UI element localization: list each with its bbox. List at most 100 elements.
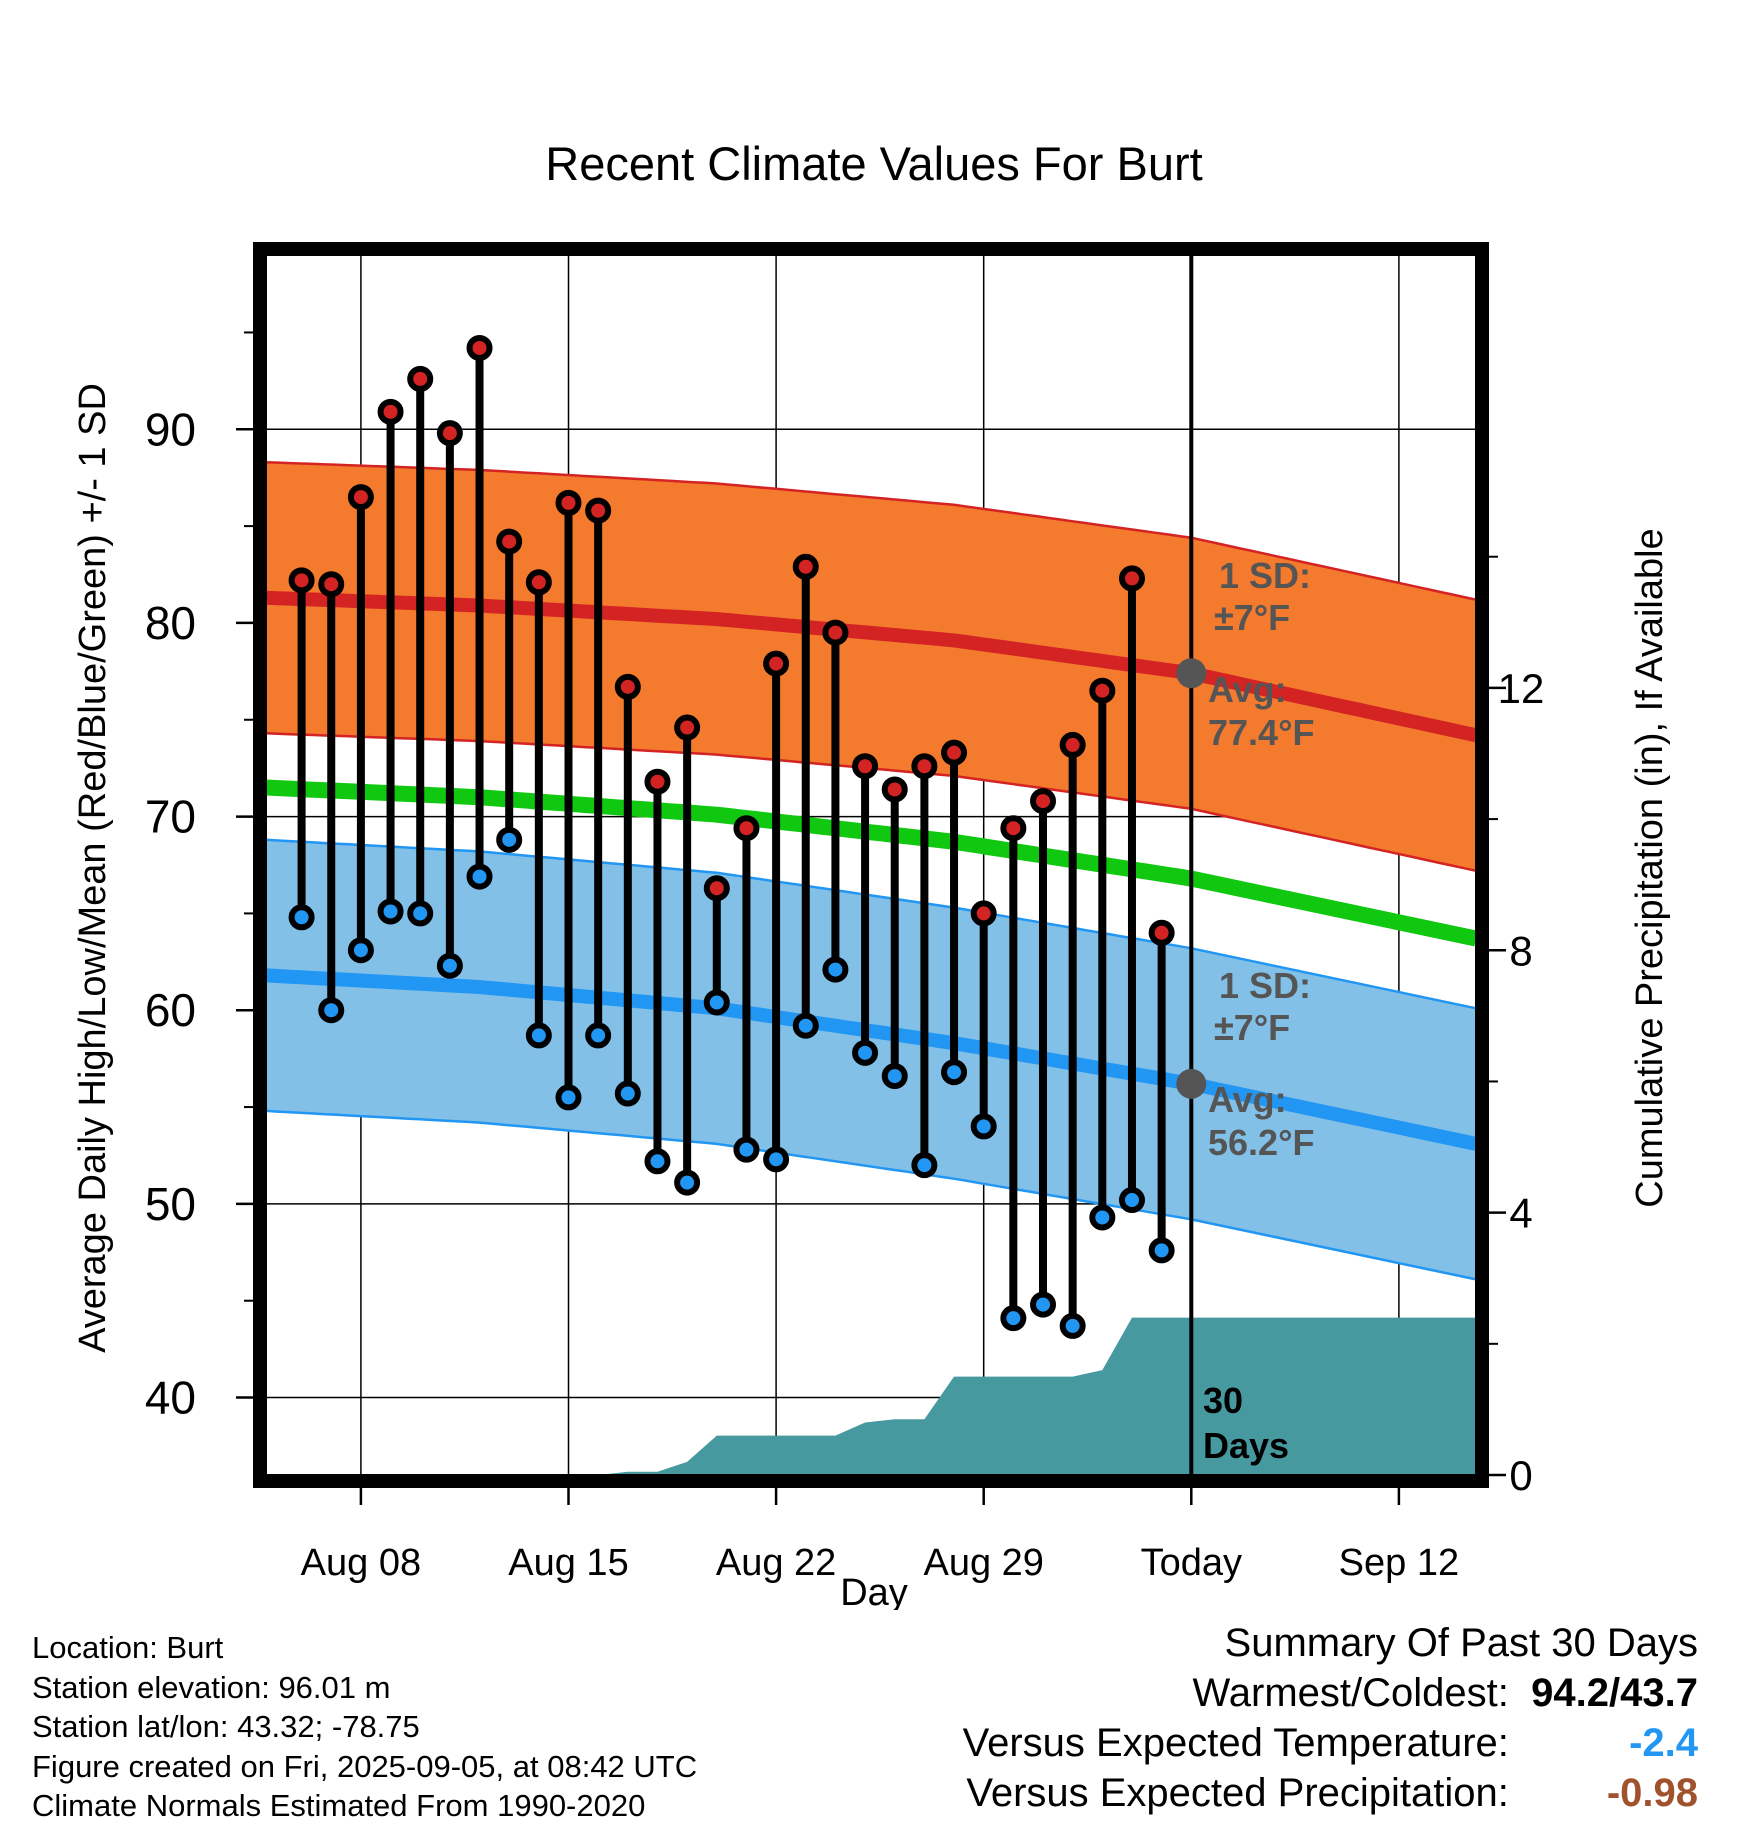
climate-chart: Recent Climate Values For Burt 1 SD:±7°F… [72,137,1671,1610]
precipitation-series [266,1317,1476,1475]
x-tick-label: Aug 15 [508,1542,628,1584]
summary-panel: Summary Of Past 30 Days Warmest/Coldest:… [963,1618,1698,1818]
low-point [1030,1291,1057,1318]
low-point [318,997,345,1024]
daily-range-stems [297,347,1166,1326]
high-avg-today-dot [1176,658,1207,689]
high-point [911,753,938,780]
low-point [377,898,404,925]
high-point [733,815,760,842]
low-point [496,826,523,853]
y2-tick-label: 0 [1509,1452,1532,1499]
warm-cold-label: Warmest/Coldest: [1192,1671,1509,1715]
low-avg-line [266,968,1476,1151]
low-point [644,1148,671,1175]
high-point [763,650,790,677]
plot-border [253,242,1489,1488]
low-point [852,1039,879,1066]
low-point [941,1059,968,1086]
y-tick-label: 60 [145,984,196,1036]
low-sd-label: 1 SD: [1219,965,1311,1006]
low-sd-upper-line [266,838,1476,1010]
high-avg-value: 77.4°F [1208,712,1314,753]
mean-avg-line [266,779,1476,947]
station-info: Location: Burt Station elevation: 96.01 … [32,1628,697,1826]
low-point [703,989,730,1016]
normals-text: Climate Normals Estimated From 1990-2020 [32,1788,646,1823]
y-tick-label: 40 [145,1372,196,1424]
low-point [822,956,849,983]
warm-cold-value: 94.2/43.7 [1531,1671,1698,1715]
x-tick-label: Sep 12 [1339,1542,1459,1584]
high-point [792,553,819,580]
warm-cold-row: Warmest/Coldest: 94.2/43.7 [963,1668,1699,1718]
high-point [881,776,908,803]
high-point [644,768,671,795]
x-tick-label: Aug 29 [923,1542,1043,1584]
low-avg-today-dot [1176,1068,1207,1099]
low-point [614,1080,641,1107]
precip-days-label: Days [1203,1425,1289,1466]
y-axis-left: 40 50 60 70 80 90 [145,331,253,1424]
y-tick-label: 80 [145,597,196,649]
high-point [1089,677,1116,704]
x-axis-label: Day [840,1572,908,1610]
y-axis-right: 0 4 8 12 [1489,555,1545,1499]
low-avg-value: 56.2°F [1208,1122,1314,1163]
y2-tick-label: 8 [1509,927,1532,974]
y-tick-label: 90 [145,403,196,455]
low-point [674,1169,701,1196]
high-point [585,497,612,524]
low-point [911,1152,938,1179]
low-avg-label: Avg: [1208,1079,1287,1120]
created-text: Figure created on Fri, 2025-09-05, at 08… [32,1748,698,1784]
high-sd-label: 1 SD: [1219,555,1311,596]
low-point [347,937,374,964]
y2-tick-label: 12 [1498,665,1545,712]
temp-label: Versus Expected Temperature: [962,1721,1509,1765]
low-sd-value: ±7°F [1214,1007,1290,1048]
low-point [1000,1305,1027,1332]
precip-label: Versus Expected Precipitation: [966,1771,1509,1815]
x-tick-label: Aug 08 [301,1542,421,1584]
high-point [970,900,997,927]
high-point [318,571,345,598]
high-point [347,484,374,511]
low-point [407,900,434,927]
high-point [614,673,641,700]
chart-title: Recent Climate Values For Burt [545,137,1202,190]
precip-days-count: 30 [1203,1380,1243,1421]
x-tick-label: Aug 22 [716,1542,836,1584]
precipitation-area [266,1317,1476,1475]
latlon-text: Station lat/lon: 43.32; -78.75 [32,1709,420,1744]
low-point [1118,1187,1145,1214]
x-axis: Aug 08 Aug 15 Aug 22 Aug 29 Today Sep 12 [301,1488,1459,1584]
high-point [436,420,463,447]
high-avg-label: Avg: [1208,669,1287,710]
high-point [1059,731,1086,758]
precip-value: -0.98 [1606,1771,1698,1815]
low-point [555,1084,582,1111]
high-point [377,398,404,425]
precip-row: Versus Expected Precipitation: -0.98 [963,1768,1698,1818]
y-tick-label: 50 [145,1178,196,1230]
high-point [703,875,730,902]
high-point [822,619,849,646]
high-point [496,528,523,555]
high-point [466,334,493,361]
location-text: Location: Burt [32,1630,224,1665]
y2-axis-label: Cumulative Precipitation (in), If Availa… [1629,528,1671,1207]
plot-frame [253,242,1489,1488]
x-tick-label: Today [1141,1542,1242,1584]
low-point [585,1022,612,1049]
elevation-text: Station elevation: 96.01 m [32,1669,391,1705]
low-point [733,1136,760,1163]
summary-title: Summary Of Past 30 Days [1224,1621,1698,1665]
high-avg-line [266,590,1476,743]
low-point [970,1113,997,1140]
low-point [525,1022,552,1049]
temp-value: -2.4 [1629,1721,1698,1765]
high-point [1030,788,1057,815]
low-point [792,1012,819,1039]
high-point [1118,565,1145,592]
